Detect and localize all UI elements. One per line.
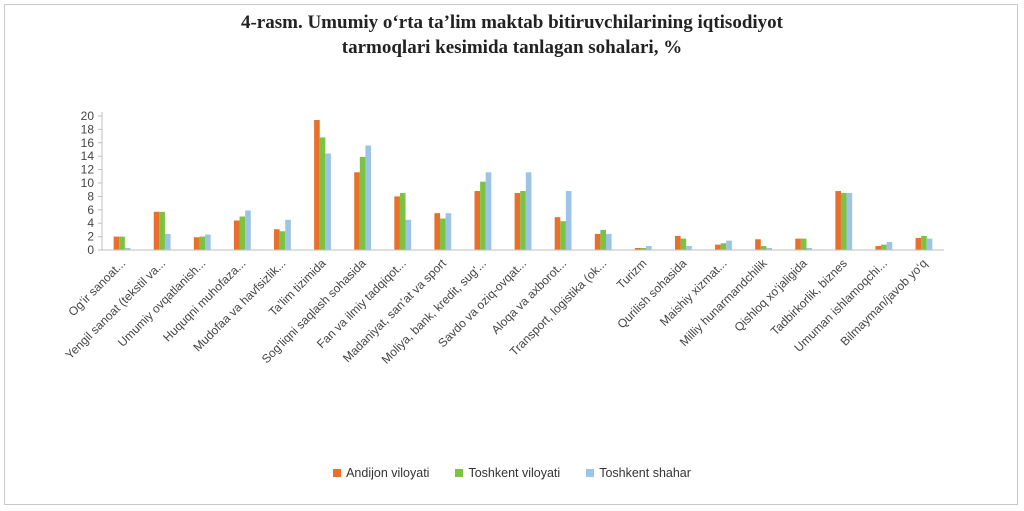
y-tick-label: 16 bbox=[81, 136, 95, 150]
y-tick-label: 4 bbox=[87, 216, 94, 230]
x-tick-label: Tadbirkorlik, biznes bbox=[768, 256, 850, 338]
legend-label-toshkent-shahar: Toshkent shahar bbox=[599, 466, 691, 480]
y-tick-label: 14 bbox=[81, 149, 95, 163]
bar bbox=[566, 191, 572, 250]
bar bbox=[847, 193, 853, 250]
bar bbox=[394, 196, 400, 250]
bar bbox=[795, 239, 801, 250]
x-tick-label: Qishloq xo‘jaligida bbox=[731, 256, 810, 335]
bar bbox=[555, 217, 561, 250]
y-tick-label: 2 bbox=[87, 230, 94, 244]
bar bbox=[526, 172, 532, 250]
y-tick-label: 10 bbox=[81, 176, 95, 190]
bar bbox=[480, 182, 486, 250]
bar bbox=[314, 120, 320, 250]
bar bbox=[245, 210, 251, 250]
bar bbox=[285, 220, 291, 250]
bar bbox=[320, 137, 326, 250]
bar bbox=[274, 229, 280, 250]
bar bbox=[434, 213, 440, 250]
x-tick-label: Aloqa va axborot... bbox=[489, 256, 570, 337]
bar bbox=[761, 246, 767, 250]
bar bbox=[234, 221, 240, 250]
x-tick-label: Turizm bbox=[614, 256, 650, 292]
bar bbox=[400, 193, 406, 250]
bar bbox=[199, 237, 205, 250]
legend-label-toshkent-viloyati: Toshkent viloyati bbox=[468, 466, 560, 480]
chart-legend: Andijon viloyati Toshkent viloyati Toshk… bbox=[0, 466, 1024, 480]
bar bbox=[406, 220, 412, 250]
bar bbox=[715, 245, 721, 250]
bar bbox=[606, 234, 612, 250]
bar bbox=[686, 246, 692, 250]
y-tick-label: 18 bbox=[81, 122, 95, 136]
legend-swatch-toshkent-viloyati bbox=[455, 469, 463, 477]
legend-label-andijon: Andijon viloyati bbox=[346, 466, 429, 480]
bar bbox=[475, 191, 481, 250]
bar bbox=[365, 145, 371, 250]
bar bbox=[726, 241, 732, 250]
bar bbox=[675, 236, 681, 250]
bar bbox=[801, 239, 807, 250]
bar bbox=[205, 235, 211, 250]
bar bbox=[927, 239, 933, 250]
bar bbox=[159, 212, 165, 250]
bar bbox=[887, 242, 893, 250]
bar bbox=[600, 230, 606, 250]
bar bbox=[486, 172, 492, 250]
bar bbox=[440, 219, 446, 250]
legend-swatch-andijon bbox=[333, 469, 341, 477]
bar bbox=[354, 172, 360, 250]
bar bbox=[560, 221, 566, 250]
bar bbox=[755, 239, 761, 250]
bar bbox=[921, 236, 927, 250]
bar bbox=[280, 231, 286, 250]
bar bbox=[446, 213, 452, 250]
bar bbox=[881, 245, 887, 250]
bar bbox=[875, 246, 881, 250]
bar bbox=[240, 217, 246, 251]
bar bbox=[520, 191, 526, 250]
y-tick-label: 0 bbox=[87, 243, 94, 257]
x-tick-label: Qurilish sohasida bbox=[615, 256, 690, 331]
y-tick-label: 8 bbox=[87, 189, 94, 203]
bar bbox=[165, 234, 171, 250]
bar bbox=[916, 238, 922, 250]
bar bbox=[360, 157, 366, 250]
bar bbox=[154, 212, 160, 250]
bar bbox=[119, 237, 125, 250]
bar bbox=[194, 237, 200, 250]
bar bbox=[325, 154, 331, 250]
legend-swatch-toshkent-shahar bbox=[586, 469, 594, 477]
bar bbox=[595, 234, 601, 250]
bar bbox=[721, 243, 727, 250]
bar bbox=[681, 239, 687, 250]
bar bbox=[515, 193, 521, 250]
bar bbox=[646, 246, 652, 250]
bar bbox=[841, 193, 847, 250]
bar bbox=[835, 191, 841, 250]
legend-item-andijon: Andijon viloyati bbox=[333, 466, 429, 480]
y-tick-label: 12 bbox=[81, 163, 95, 177]
bar bbox=[114, 237, 120, 250]
legend-item-toshkent-shahar: Toshkent shahar bbox=[586, 466, 691, 480]
y-tick-label: 6 bbox=[87, 203, 94, 217]
y-tick-label: 20 bbox=[81, 109, 95, 123]
legend-item-toshkent-viloyati: Toshkent viloyati bbox=[455, 466, 560, 480]
